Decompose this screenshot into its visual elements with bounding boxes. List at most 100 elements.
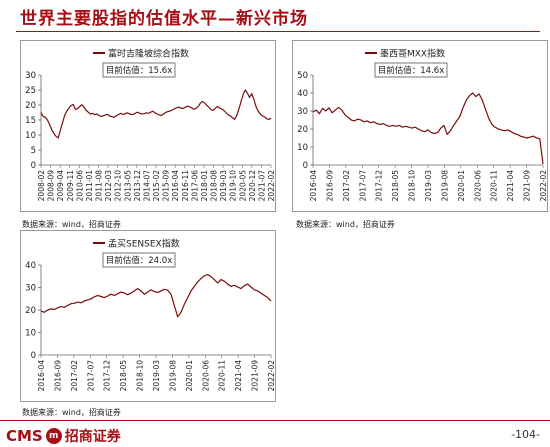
- x-tick-label: 2016-04: [171, 170, 180, 202]
- x-tick-label: 2018-01: [200, 170, 209, 202]
- legend-label: 富时吉隆坡综合指数: [108, 48, 189, 60]
- x-tick-label: 2017-02: [342, 170, 351, 202]
- page-number: -104-: [511, 428, 540, 441]
- y-tick-label: 30: [25, 284, 36, 294]
- chart-klci: 0 5 10 15 20 25 30 2008-02 2008-09 2009-04 2009-11…: [25, 48, 276, 202]
- y-tick-label: 50: [297, 71, 308, 81]
- source-note-3: 数据来源：wind，招商证券: [22, 408, 121, 417]
- x-tick-label: 2010-06: [75, 170, 84, 202]
- x-tick-label: 2019-08: [440, 170, 449, 202]
- x-tick-label: 2020-12: [248, 170, 257, 202]
- legend-label: 孟买SENSEX指数: [108, 238, 180, 250]
- chart-sensex: 0 10 20 30 40 2016-04 2016-09 2017-02 2017-07 201…: [25, 238, 276, 392]
- chart-panel-klci: 0 5 10 15 20 25 30 2008-02 2008-09 2009-04 2009-11…: [20, 40, 276, 212]
- y-tick-label: 20: [25, 306, 36, 316]
- source-note-2: 数据来源：wind，招商证券: [296, 220, 395, 229]
- x-tick-label: 2020-06: [473, 170, 482, 202]
- x-tick-label: 2008-02: [37, 170, 46, 202]
- x-tick-label: 2022-02: [539, 170, 548, 202]
- y-tick-label: 0: [31, 161, 36, 171]
- x-tick-label: 2012-10: [114, 170, 123, 202]
- y-tick-label: 10: [25, 131, 36, 141]
- y-tick-label: 40: [25, 261, 36, 271]
- annotation-label: 目前估值：24.0x: [106, 255, 172, 266]
- x-tick-label: 2016-11: [181, 170, 190, 202]
- x-tick-label: 2009-11: [66, 170, 75, 202]
- source-note-1: 数据来源：wind，招商证券: [22, 220, 121, 229]
- annotation-label: 目前估值：14.6x: [378, 65, 444, 76]
- series-line: [40, 89, 272, 139]
- x-tick-label: 2015-02: [152, 170, 161, 202]
- x-tick-label: 2021-04: [234, 360, 243, 392]
- x-tick-label: 2011-08: [95, 170, 104, 202]
- x-tick-label: 2013-05: [123, 170, 132, 202]
- x-tick-label: 2017-12: [375, 170, 384, 202]
- x-tick-label: 2018-08: [210, 170, 219, 202]
- annotation-box: [102, 62, 176, 78]
- x-tick-label: 2021-04: [506, 170, 515, 202]
- y-tick-label: 15: [25, 116, 36, 126]
- x-tick-label: 2017-07: [358, 170, 367, 202]
- x-tick-label: 2020-01: [457, 170, 466, 202]
- x-tick-label: 2016-09: [53, 360, 62, 392]
- x-tick-label: 2019-03: [424, 170, 433, 202]
- x-tick-label: 2016-04: [309, 170, 318, 202]
- x-tick-label: 2020-06: [201, 360, 210, 392]
- x-tick-label: 2019-03: [219, 170, 228, 202]
- x-tick-label: 2020-11: [490, 170, 499, 202]
- chart-panel-sensex: 0 10 20 30 40 2016-04 2016-09 2017-02 2017-07 201…: [20, 230, 276, 402]
- x-tick-label: 2014-07: [142, 170, 151, 202]
- x-tick-label: 2016-04: [37, 360, 46, 392]
- x-tick-label: 2020-01: [185, 360, 194, 392]
- chart-panel-mxx: 0 10 20 30 40 50 2016-04 2016-09 2017-02 2017-07 2…: [292, 40, 548, 212]
- x-tick-label: 2018-05: [391, 170, 400, 202]
- x-tick-label: 2020-05: [238, 170, 247, 202]
- logo-latin: CMS: [6, 427, 43, 445]
- y-tick-label: 25: [25, 86, 36, 96]
- y-tick-label: 0: [303, 161, 308, 171]
- x-tick-label: 2018-10: [136, 360, 145, 392]
- x-tick-label: 2013-12: [133, 170, 142, 202]
- y-tick-label: 10: [25, 329, 36, 339]
- y-tick-label: 20: [297, 125, 308, 135]
- x-tick-label: 2019-08: [168, 360, 177, 392]
- brand-logo: CMS m 招商证券: [6, 426, 121, 446]
- y-tick-label: 30: [297, 107, 308, 117]
- x-tick-label: 2021-07: [257, 170, 266, 202]
- y-tick-label: 0: [31, 351, 36, 361]
- x-tick-label: 2019-10: [229, 170, 238, 202]
- x-tick-label: 2017-06: [190, 170, 199, 202]
- annotation-label: 目前估值：15.6x: [106, 65, 172, 76]
- x-tick-label: 2020-11: [218, 360, 227, 392]
- x-tick-label: 2022-02: [267, 360, 276, 392]
- x-tick-label: 2018-10: [408, 170, 417, 202]
- x-tick-label: 2008-09: [47, 170, 56, 202]
- x-tick-label: 2009-04: [56, 170, 65, 202]
- logo-badge-icon: m: [45, 428, 62, 444]
- footer-rule: [0, 420, 550, 421]
- legend-label: 墨西哥MXX指数: [380, 48, 445, 60]
- x-tick-label: 2012-03: [104, 170, 113, 202]
- annotation-box: [374, 62, 448, 78]
- annotation-box: [102, 252, 176, 268]
- title-rule: [16, 31, 540, 32]
- x-tick-label: 2019-03: [152, 360, 161, 392]
- x-tick-label: 2017-02: [70, 360, 79, 392]
- logo-cn: 招商证券: [64, 429, 121, 445]
- x-tick-label: 2016-09: [325, 170, 334, 202]
- x-tick-label: 2018-05: [119, 360, 128, 392]
- y-tick-label: 40: [297, 89, 308, 99]
- series-line: [40, 273, 272, 318]
- x-tick-label: 2021-09: [251, 360, 260, 392]
- series-line: [312, 92, 544, 165]
- y-tick-label: 5: [31, 146, 36, 156]
- x-tick-label: 2017-07: [86, 360, 95, 392]
- chart-mxx: 0 10 20 30 40 50 2016-04 2016-09 2017-02 2017-07 2…: [297, 48, 548, 202]
- y-tick-label: 20: [25, 101, 36, 111]
- x-tick-label: 2015-09: [162, 170, 171, 202]
- x-tick-label: 2022-02: [267, 170, 276, 202]
- y-tick-label: 30: [25, 71, 36, 81]
- x-tick-label: 2017-12: [103, 360, 112, 392]
- page-title: 世界主要股指的估值水平—新兴市场: [20, 9, 308, 29]
- x-tick-label: 2011-01: [85, 170, 94, 202]
